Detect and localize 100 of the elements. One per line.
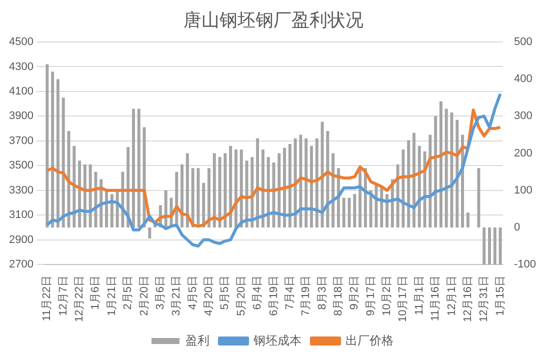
legend-label: 钢坯成本 (252, 333, 302, 348)
x-tick-label: 7月4日 (284, 276, 296, 310)
y2-tick-label: 500 (514, 36, 532, 48)
bar (180, 164, 184, 228)
x-tick-label: 6月19日 (268, 276, 280, 316)
bar (326, 131, 330, 228)
bar (466, 212, 470, 228)
bar (56, 79, 60, 228)
bar (266, 156, 270, 228)
bar (428, 134, 432, 228)
x-tick-label: 1月21日 (106, 276, 118, 316)
x-tick-label: 12月31日 (478, 276, 490, 322)
bar (224, 153, 227, 228)
y-tick-label: 4100 (8, 85, 34, 98)
x-tick-label: 8月3日 (316, 276, 328, 310)
x-tick-label: 2月5日 (122, 276, 134, 310)
bar (229, 146, 232, 228)
bar (256, 138, 260, 228)
bar (132, 108, 135, 228)
bar (320, 122, 324, 228)
bar (212, 153, 216, 228)
x-tick-label: 10月17日 (397, 276, 410, 322)
bar (72, 146, 76, 228)
x-tick-label: 2月20日 (138, 276, 150, 316)
bar (402, 150, 405, 228)
bar (137, 108, 140, 228)
bar (407, 140, 410, 228)
bar (342, 198, 346, 228)
bar (386, 194, 388, 228)
legend-label: 出厂价格 (346, 333, 394, 348)
bar (288, 144, 292, 228)
bar (202, 182, 206, 228)
x-tick-label: 1月15日 (494, 276, 506, 316)
y-tick-label: 3900 (8, 110, 34, 122)
x-tick-label: 9月17日 (364, 276, 377, 316)
bar (444, 108, 448, 228)
x-tick-label: 5月20日 (235, 276, 248, 316)
bar (218, 156, 222, 228)
x-tick-label: 7月19日 (300, 276, 312, 316)
legend-label: 盈利 (186, 333, 210, 348)
x-tick-label: 12月22日 (74, 276, 86, 322)
x-tick-label: 11月1日 (413, 276, 426, 316)
bar (164, 190, 168, 228)
y-tick-label: 2900 (8, 234, 34, 246)
bar (294, 138, 297, 228)
bar (439, 101, 442, 228)
bar (191, 168, 194, 228)
bar (272, 162, 276, 228)
bar (196, 168, 200, 228)
bar (62, 98, 65, 228)
x-tick-label: 8月18日 (332, 276, 344, 316)
x-tick-label: 1月6日 (90, 276, 102, 310)
y-tick-label: 4500 (8, 36, 34, 48)
y2-tick-label: 100 (514, 184, 532, 196)
bar (278, 153, 281, 228)
y-tick-label: 4300 (8, 60, 34, 73)
y2-tick-label: 300 (514, 110, 532, 122)
bar (148, 227, 152, 239)
bar (412, 132, 416, 228)
x-tick-label: 12月16日 (462, 276, 474, 322)
y-tick-label: 3100 (8, 209, 34, 222)
x-tick-label: 11月16日 (430, 276, 442, 322)
bar (498, 227, 502, 265)
x-tick-label: 3月21日 (170, 276, 183, 316)
x-tick-label: 12月1日 (446, 276, 458, 316)
y2-tick-label: 400 (514, 73, 532, 86)
y-tick-label: 2700 (8, 258, 34, 271)
bar (304, 138, 308, 228)
bar (418, 146, 421, 228)
bar (186, 153, 189, 228)
bar (51, 72, 54, 228)
y-tick-label: 3500 (8, 160, 34, 172)
bar (456, 120, 459, 228)
x-tick-label: 5月5日 (219, 276, 232, 310)
bar (261, 150, 264, 228)
bar (78, 160, 82, 228)
bar (234, 150, 238, 228)
y2-tick-label: 200 (514, 147, 532, 160)
x-tick-label: 6月4日 (252, 276, 264, 310)
x-tick-label: 9月2日 (348, 276, 361, 310)
x-tick-label: 4月5日 (186, 276, 199, 310)
bar (353, 194, 356, 228)
y2-tick-label: -100 (514, 258, 536, 271)
x-tick-label: 4月20日 (203, 276, 216, 316)
bar (315, 138, 318, 228)
chart-title: 唐山钢坯钢厂盈利状况 (182, 9, 364, 32)
bar (488, 227, 491, 265)
x-tick-label: 10月2日 (381, 276, 394, 316)
y-tick-label: 3700 (8, 134, 34, 147)
bar (477, 168, 480, 228)
x-tick-label: 11月22日 (41, 276, 54, 322)
x-tick-label: 3月6日 (154, 276, 166, 310)
x-tick-label: 12月7日 (57, 276, 70, 316)
bar (493, 227, 496, 265)
bar (310, 146, 313, 228)
bar (46, 64, 49, 228)
y2-tick-label: 0 (514, 221, 520, 234)
bar (208, 168, 210, 228)
bar (434, 116, 438, 228)
bar (299, 134, 302, 228)
